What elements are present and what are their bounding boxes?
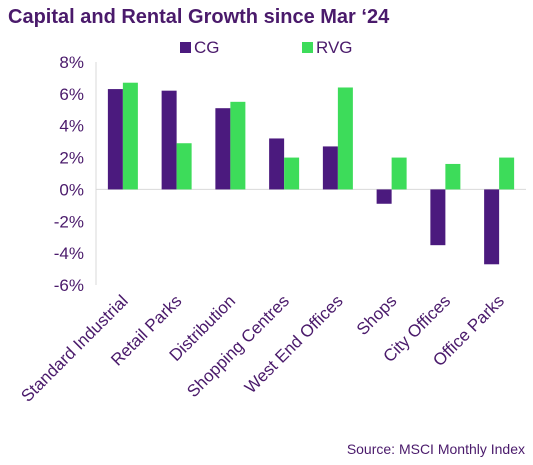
bar-cg	[161, 90, 177, 190]
bar-rvg	[122, 82, 138, 190]
bar-rvg	[445, 163, 461, 190]
chart-title: Capital and Rental Growth since Mar ‘24	[8, 6, 390, 28]
legend-swatch-cg	[180, 42, 191, 53]
y-tick-label: -2%	[54, 212, 84, 231]
bar-cg	[322, 146, 338, 190]
y-tick-label: 4%	[59, 117, 84, 136]
bar-rvg	[284, 157, 300, 190]
bar-rvg	[176, 143, 192, 190]
y-tick-label: -6%	[54, 276, 84, 295]
source-note: Source: MSCI Monthly Index	[346, 441, 525, 457]
bars	[107, 82, 515, 265]
bar-cg	[484, 189, 500, 265]
bar-rvg	[391, 157, 407, 190]
legend-label-cg: CG	[194, 38, 220, 57]
bar-rvg	[499, 157, 515, 190]
legend-swatch-rvg	[302, 42, 313, 53]
x-tick-label: Shopping Centres	[183, 291, 293, 401]
x-tick-label: West End Offices	[241, 291, 347, 397]
bar-cg	[376, 189, 392, 204]
y-tick-label: 8%	[59, 53, 84, 72]
y-tick-label: 6%	[59, 85, 84, 104]
bar-rvg	[230, 101, 246, 190]
y-tick-label: 2%	[59, 149, 84, 168]
y-tick-label: -4%	[54, 244, 84, 263]
bar-rvg	[337, 87, 353, 190]
bar-cg	[430, 189, 446, 246]
y-axis: 8% 6% 4% 2% 0% -2% -4% -6%	[54, 53, 526, 295]
legend: CG RVG	[180, 38, 353, 57]
bar-cg	[107, 89, 123, 190]
bar-cg	[269, 138, 285, 190]
x-tick-label: Shops	[353, 291, 401, 339]
y-tick-label: 0%	[59, 180, 84, 199]
legend-label-rvg: RVG	[316, 38, 353, 57]
bar-cg	[215, 108, 231, 190]
